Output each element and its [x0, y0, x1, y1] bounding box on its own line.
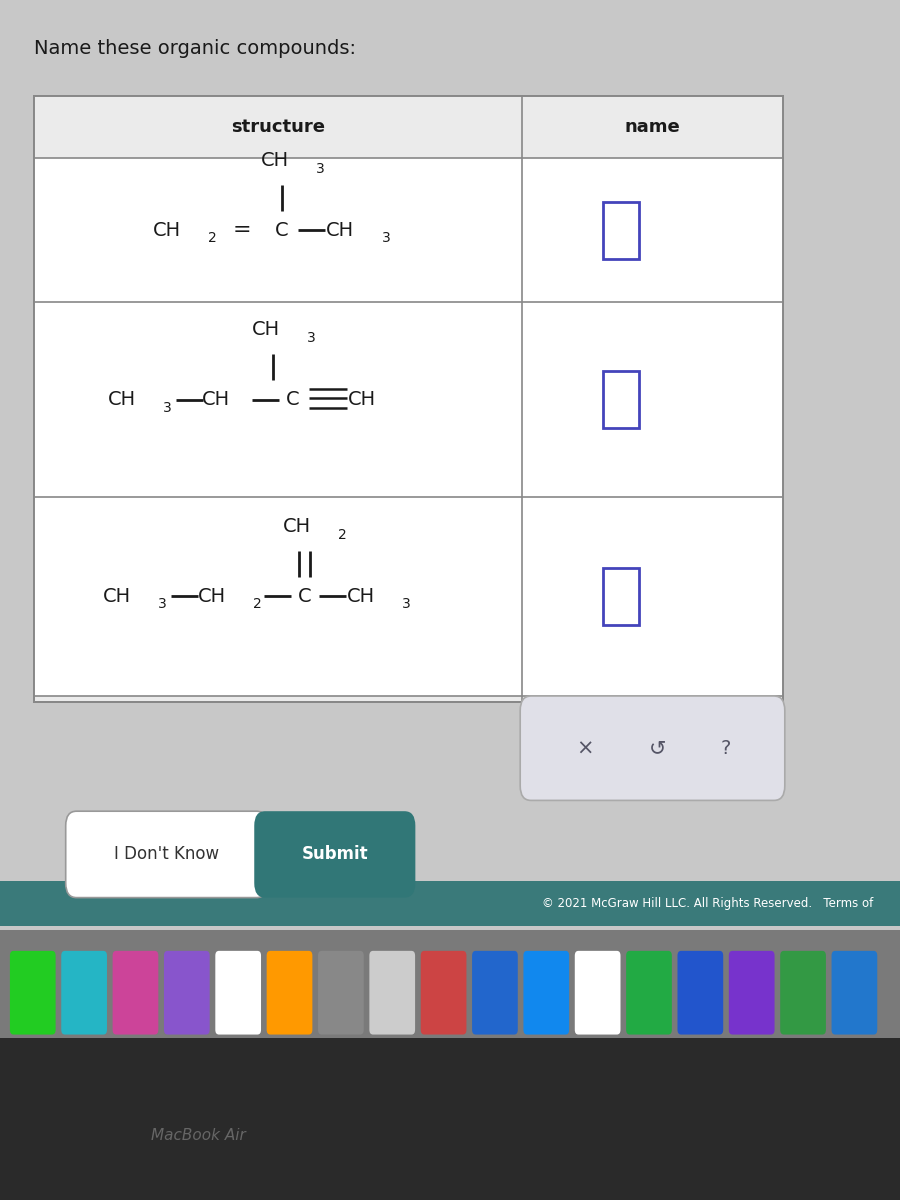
- Text: 3: 3: [163, 401, 172, 414]
- Text: 3: 3: [158, 598, 167, 611]
- Text: C: C: [297, 587, 311, 606]
- Text: MacBook Air: MacBook Air: [150, 1128, 246, 1142]
- FancyBboxPatch shape: [34, 96, 783, 702]
- FancyBboxPatch shape: [522, 302, 783, 497]
- FancyBboxPatch shape: [520, 696, 785, 800]
- Text: CH: CH: [103, 587, 131, 606]
- Text: I Don't Know: I Don't Know: [114, 845, 219, 864]
- FancyBboxPatch shape: [0, 1038, 900, 1200]
- FancyBboxPatch shape: [10, 950, 56, 1034]
- FancyBboxPatch shape: [472, 950, 518, 1034]
- Text: name: name: [625, 119, 680, 136]
- FancyBboxPatch shape: [34, 497, 522, 696]
- FancyBboxPatch shape: [603, 202, 639, 259]
- FancyBboxPatch shape: [524, 950, 569, 1034]
- FancyBboxPatch shape: [266, 950, 312, 1034]
- FancyBboxPatch shape: [780, 950, 826, 1034]
- FancyBboxPatch shape: [626, 950, 671, 1034]
- FancyBboxPatch shape: [603, 568, 639, 625]
- Text: 3: 3: [307, 331, 316, 344]
- Text: Submit: Submit: [302, 845, 368, 864]
- Text: Name these organic compounds:: Name these organic compounds:: [34, 38, 356, 58]
- FancyBboxPatch shape: [603, 371, 639, 428]
- FancyBboxPatch shape: [254, 811, 415, 898]
- Text: 2: 2: [338, 528, 347, 541]
- Text: C: C: [285, 390, 300, 409]
- FancyBboxPatch shape: [0, 930, 900, 1044]
- Text: 2: 2: [253, 598, 262, 611]
- FancyBboxPatch shape: [678, 950, 724, 1034]
- Text: CH: CH: [202, 390, 230, 409]
- FancyBboxPatch shape: [522, 497, 783, 696]
- Text: CH: CH: [260, 151, 289, 170]
- Text: CH: CH: [197, 587, 226, 606]
- Text: 3: 3: [316, 162, 325, 175]
- Text: 3: 3: [382, 232, 391, 245]
- FancyBboxPatch shape: [34, 302, 522, 497]
- FancyBboxPatch shape: [522, 158, 783, 302]
- FancyBboxPatch shape: [34, 96, 783, 158]
- FancyBboxPatch shape: [215, 950, 261, 1034]
- FancyBboxPatch shape: [420, 950, 466, 1034]
- Text: 2: 2: [208, 232, 217, 245]
- Text: CH: CH: [326, 221, 355, 240]
- FancyBboxPatch shape: [369, 950, 415, 1034]
- Text: CH: CH: [152, 221, 181, 240]
- FancyBboxPatch shape: [729, 950, 775, 1034]
- FancyBboxPatch shape: [0, 881, 900, 926]
- FancyBboxPatch shape: [34, 158, 522, 302]
- Text: ↺: ↺: [649, 738, 666, 758]
- Text: =: =: [232, 221, 251, 240]
- Text: © 2021 McGraw Hill LLC. All Rights Reserved.   Terms of: © 2021 McGraw Hill LLC. All Rights Reser…: [542, 898, 873, 910]
- FancyBboxPatch shape: [61, 950, 107, 1034]
- Text: C: C: [274, 221, 289, 240]
- Text: 3: 3: [402, 598, 411, 611]
- Text: ?: ?: [720, 739, 731, 757]
- Text: CH: CH: [107, 390, 136, 409]
- FancyBboxPatch shape: [575, 950, 620, 1034]
- Text: CH: CH: [283, 517, 311, 536]
- FancyBboxPatch shape: [164, 950, 210, 1034]
- FancyBboxPatch shape: [832, 950, 878, 1034]
- Text: CH: CH: [346, 587, 375, 606]
- Text: structure: structure: [231, 119, 325, 136]
- Text: CH: CH: [347, 390, 376, 409]
- Text: CH: CH: [251, 320, 280, 340]
- FancyBboxPatch shape: [112, 950, 158, 1034]
- Text: ×: ×: [576, 738, 593, 758]
- FancyBboxPatch shape: [66, 811, 267, 898]
- FancyBboxPatch shape: [318, 950, 364, 1034]
